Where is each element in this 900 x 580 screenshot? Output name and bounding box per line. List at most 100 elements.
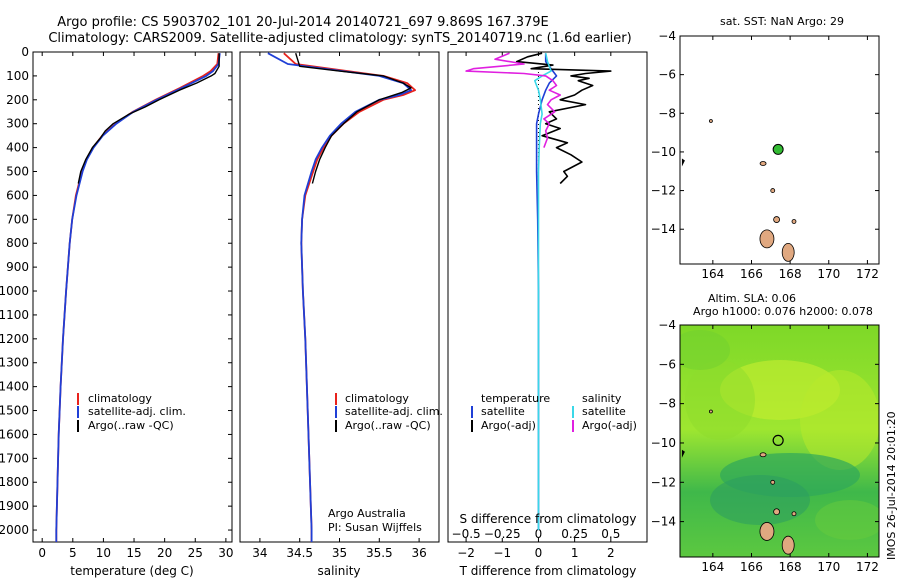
lat-tick-label: −14 — [651, 222, 676, 236]
series-line-argo-raw-qc — [77, 53, 220, 184]
island — [770, 479, 776, 485]
sla-map-frame — [679, 324, 880, 558]
island — [709, 119, 713, 123]
s-tick-label: −0.25 — [484, 527, 521, 541]
lat-tick-label: −12 — [651, 475, 676, 489]
series-line-argo-raw-qc — [295, 52, 412, 184]
sla-map-title-line1: Altim. SLA: 0.06 — [708, 292, 796, 305]
depth-tick-label: 900 — [6, 260, 29, 274]
legend-s-title: salinity — [582, 392, 622, 405]
lon-tick-label: 164 — [701, 267, 724, 281]
lat-tick-label: −8 — [658, 106, 676, 120]
temperature-axes-frame — [32, 51, 233, 543]
sst-map-axes: 164 166 168 170 172 −4 −6 −8 −10 −12 −14 — [651, 29, 879, 281]
x-tick-label: 2 — [607, 546, 615, 560]
temperature-xlabel: temperature (deg C) — [70, 564, 193, 578]
legend-t-satellite: satellite — [481, 405, 525, 418]
lon-tick-label: 172 — [856, 267, 879, 281]
coastline — [681, 158, 685, 167]
figure-title-line2: Climatology: CARS2009. Satellite-adjuste… — [48, 31, 631, 46]
lon-tick-label: 166 — [740, 560, 763, 574]
island — [773, 216, 781, 223]
island — [709, 409, 713, 414]
island — [781, 535, 795, 555]
lat-tick-label: −10 — [651, 436, 676, 450]
figure-title-line1: Argo profile: CS 5903702_101 20-Jul-2014… — [57, 15, 548, 30]
depth-tick-label: 500 — [6, 165, 29, 179]
legend-s-satellite: satellite — [582, 405, 626, 418]
difference-series — [465, 52, 612, 530]
lon-tick-label: 170 — [817, 560, 840, 574]
lat-tick-label: −14 — [651, 515, 676, 529]
legend-climatology: climatology — [88, 392, 152, 405]
salinity-legend: climatology satellite-adj. clim. Argo(..… — [335, 392, 443, 432]
lon-tick-label: 168 — [779, 560, 802, 574]
island — [759, 452, 767, 458]
depth-tick-label: 1100 — [0, 308, 29, 322]
lon-tick-label: 168 — [779, 267, 802, 281]
x-tick-label: 20 — [157, 546, 172, 560]
lat-tick-label: −6 — [658, 357, 676, 371]
sla-map-title-line2: Argo h1000: 0.076 h2000: 0.078 — [693, 305, 873, 318]
sla-map-texture — [680, 330, 879, 540]
lon-tick-label: 172 — [856, 560, 879, 574]
depth-tick-label: 1900 — [0, 499, 29, 513]
temperature-panel: 0100200300400500600700800900100011001200… — [0, 45, 647, 578]
x-tick-label: 30 — [218, 546, 233, 560]
depth-tick-label: 1300 — [0, 356, 29, 370]
difference-panel: −2 −1 0 1 2 −0.5 −0.25 0 0.25 0.5 T difference fr… — [447, 51, 648, 578]
difference-axes-frame — [447, 51, 648, 543]
x-tick-label: 34.5 — [286, 546, 313, 560]
lat-tick-label: −12 — [651, 184, 676, 198]
depth-tick-label: 1500 — [0, 404, 29, 418]
legend-satellite: satellite-adj. clim. — [88, 405, 186, 418]
sst-map-title: sat. SST: NaN Argo: 29 — [720, 15, 844, 28]
x-tick-label: −1 — [493, 546, 511, 560]
sst-map-panel: sat. SST: NaN Argo: 29 164 166 168 170 172 −4… — [651, 15, 880, 281]
legend-t-argo: Argo(-adj) — [481, 419, 536, 432]
x-tick-label: 0 — [38, 546, 46, 560]
x-tick-label: 10 — [96, 546, 111, 560]
legend-satellite: satellite-adj. clim. — [345, 405, 443, 418]
island — [773, 508, 781, 516]
credit-line1: Argo Australia — [328, 507, 406, 520]
s-tick-label: 0.25 — [561, 527, 588, 541]
series-line-satellite-adj-clim — [55, 53, 221, 542]
temperature-series — [55, 53, 221, 542]
legend-argo: Argo(..raw -QC) — [345, 419, 431, 432]
temperature-x-axis: 0 5 10 15 20 25 30 — [38, 52, 234, 560]
salinity-x-axis: 34 34.5 35 35.5 36 — [252, 52, 427, 560]
x-tick-label: 36 — [411, 546, 426, 560]
x-tick-label: 5 — [69, 546, 77, 560]
x-tick-label: 25 — [188, 546, 203, 560]
x-tick-label: 34 — [252, 546, 267, 560]
imos-timestamp: IMOS 26-Jul-2014 20:01:20 — [885, 411, 898, 560]
island — [781, 243, 795, 262]
lat-tick-label: −6 — [658, 68, 676, 82]
sla-map-axes: 164 166 168 170 172 −4 −6 −8 −10 −12 −14 — [651, 318, 879, 574]
series-line-salinity-satellite — [533, 53, 552, 530]
island — [791, 219, 797, 224]
legend-s-argo: Argo(-adj) — [582, 419, 637, 432]
coastline — [681, 449, 685, 458]
x-tick-label: −2 — [457, 546, 475, 560]
depth-tick-label: 1600 — [0, 427, 29, 441]
lat-tick-label: −8 — [658, 397, 676, 411]
island — [791, 511, 797, 517]
s-tick-label: 0.5 — [601, 527, 620, 541]
s-tick-label: 0 — [535, 527, 543, 541]
t-diff-xlabel: T difference from climatology — [459, 564, 637, 578]
lon-tick-label: 170 — [817, 267, 840, 281]
s-tick-label: −0.5 — [452, 527, 481, 541]
argo-location-marker — [772, 434, 784, 447]
depth-tick-label: 1400 — [0, 380, 29, 394]
series-line-temperature-argo-adj — [515, 52, 612, 185]
depth-tick-label: 800 — [6, 236, 29, 250]
s-diff-xlabel: S difference from climatology — [460, 512, 637, 526]
lat-tick-label: −4 — [658, 29, 676, 43]
depth-tick-label: 1000 — [0, 284, 29, 298]
depth-tick-label: 300 — [6, 117, 29, 131]
depth-tick-label: 700 — [6, 212, 29, 226]
difference-legend: temperature satellite Argo(-adj) salinit… — [471, 392, 637, 432]
